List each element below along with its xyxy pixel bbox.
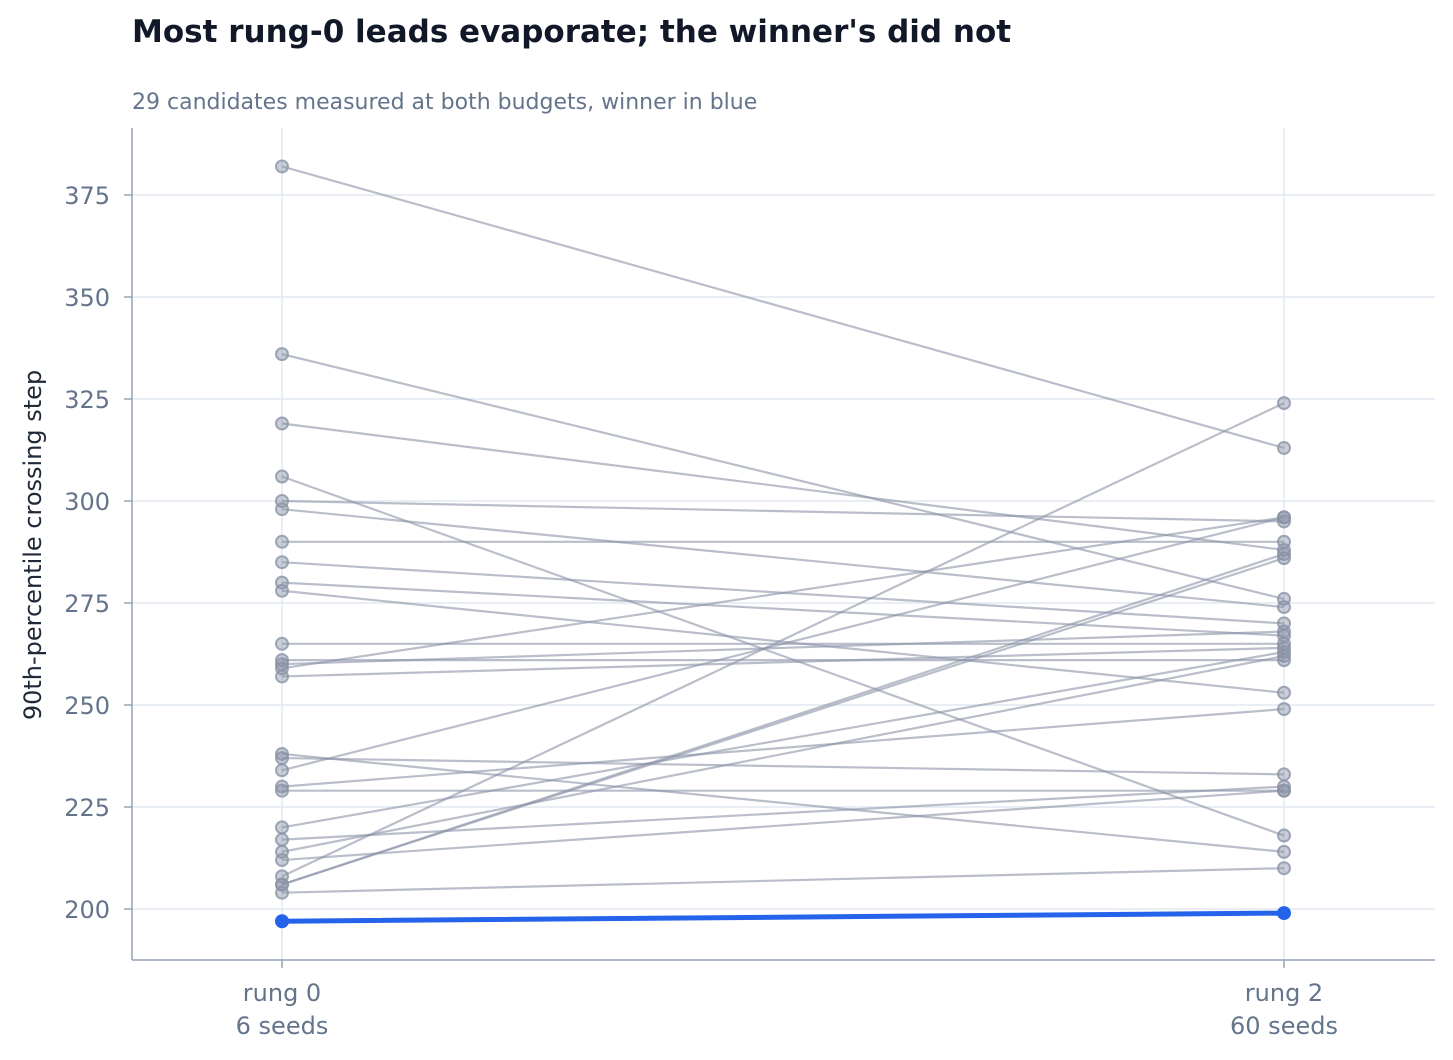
candidate-point (1277, 828, 1291, 843)
candidate-line (281, 165, 1285, 450)
candidate-series (275, 644, 1291, 835)
candidate-point (1277, 396, 1291, 411)
candidate-point (275, 832, 289, 847)
axes (124, 128, 1435, 968)
candidate-line (281, 499, 1285, 523)
candidate-series (275, 534, 1291, 549)
x-tick-label: rung 2 (1245, 979, 1323, 1007)
candidate-point (275, 636, 289, 651)
candidate-series (275, 510, 1291, 778)
candidate-line (281, 589, 1285, 694)
candidate-point (275, 502, 289, 517)
candidate-line (281, 654, 1285, 853)
candidate-series (275, 702, 1291, 794)
candidate-line (281, 756, 1285, 776)
candidate-point (275, 347, 289, 362)
candidate-point (275, 853, 289, 868)
candidate-line (281, 707, 1285, 788)
candidate-line (281, 785, 1285, 841)
candidate-line (281, 353, 1285, 600)
winner-line (279, 910, 1287, 924)
candidate-line (281, 557, 1285, 886)
candidate-point (275, 159, 289, 174)
candidate-series (275, 783, 1291, 868)
candidate-point (275, 820, 289, 835)
candidate-series (275, 159, 1291, 455)
candidate-line (281, 402, 1285, 878)
candidate-point (1277, 624, 1291, 639)
x-tick-sublabel: 60 seeds (1230, 1012, 1338, 1040)
y-tick-label: 375 (64, 182, 110, 210)
candidate-line (281, 752, 1285, 853)
candidate-line (281, 516, 1285, 772)
candidate-series (275, 649, 1291, 859)
candidate-point (275, 469, 289, 484)
y-axis-label: 90th-percentile crossing step (19, 370, 47, 720)
candidate-point (1277, 551, 1291, 566)
candidate-point (275, 751, 289, 766)
candidate-series (275, 416, 1291, 557)
winner-series (275, 906, 1291, 929)
candidate-series (275, 583, 1291, 700)
candidate-point (1277, 767, 1291, 782)
candidate-point (1277, 844, 1291, 859)
candidate-line (281, 789, 1285, 862)
candidate-series (275, 469, 1291, 843)
axis-labels: 200 225 250 275 300 325 350 375 rung 0 6 seeds run… (64, 182, 1338, 1040)
candidate-series (275, 575, 1291, 643)
candidate-series (275, 396, 1291, 884)
winner-point (1277, 906, 1291, 921)
candidate-line (281, 630, 1285, 666)
candidate-line (281, 581, 1285, 637)
y-tick-label: 200 (64, 896, 110, 924)
y-tick-label: 325 (64, 386, 110, 414)
candidate-point (275, 534, 289, 549)
candidate-series (275, 746, 1291, 859)
candidate-point (1277, 600, 1291, 615)
series-lines (275, 159, 1291, 929)
candidate-series (275, 502, 1291, 615)
candidate-point (275, 885, 289, 900)
candidate-point (1277, 861, 1291, 876)
candidate-series (275, 861, 1291, 900)
candidate-point (1277, 534, 1291, 549)
candidate-series (275, 751, 1291, 782)
candidate-line (281, 508, 1285, 609)
chart-title: Most rung-0 leads evaporate; the winner'… (132, 14, 1012, 50)
candidate-point (1277, 685, 1291, 700)
candidate-line (281, 516, 1285, 670)
candidate-point (1277, 779, 1291, 794)
candidate-point (275, 555, 289, 570)
candidate-point (275, 669, 289, 684)
candidate-point (1277, 440, 1291, 455)
candidate-point (1277, 702, 1291, 717)
candidate-line (281, 422, 1285, 552)
candidate-point (1277, 783, 1291, 798)
candidate-line (281, 646, 1285, 678)
candidate-line (281, 475, 1285, 837)
y-tick-label: 225 (64, 794, 110, 822)
candidate-point (275, 746, 289, 761)
candidate-point (275, 763, 289, 778)
candidate-point (1277, 547, 1291, 562)
candidate-point (275, 583, 289, 598)
candidate-line (281, 867, 1285, 894)
candidate-series (275, 347, 1291, 606)
x-tick-label: rung 0 (243, 979, 321, 1007)
y-tick-label: 275 (64, 590, 110, 618)
candidate-series (275, 624, 1291, 672)
chart-subtitle: 29 candidates measured at both budgets, … (132, 90, 758, 115)
candidate-point (275, 416, 289, 431)
y-tick-label: 250 (64, 692, 110, 720)
y-tick-label: 300 (64, 488, 110, 516)
candidate-series (275, 494, 1291, 529)
x-tick-sublabel: 6 seeds (236, 1012, 329, 1040)
candidate-point (1277, 644, 1291, 659)
candidate-point (275, 783, 289, 798)
winner-point (275, 914, 289, 929)
y-tick-label: 350 (64, 284, 110, 312)
candidate-point (1277, 649, 1291, 664)
candidate-point (1277, 510, 1291, 525)
